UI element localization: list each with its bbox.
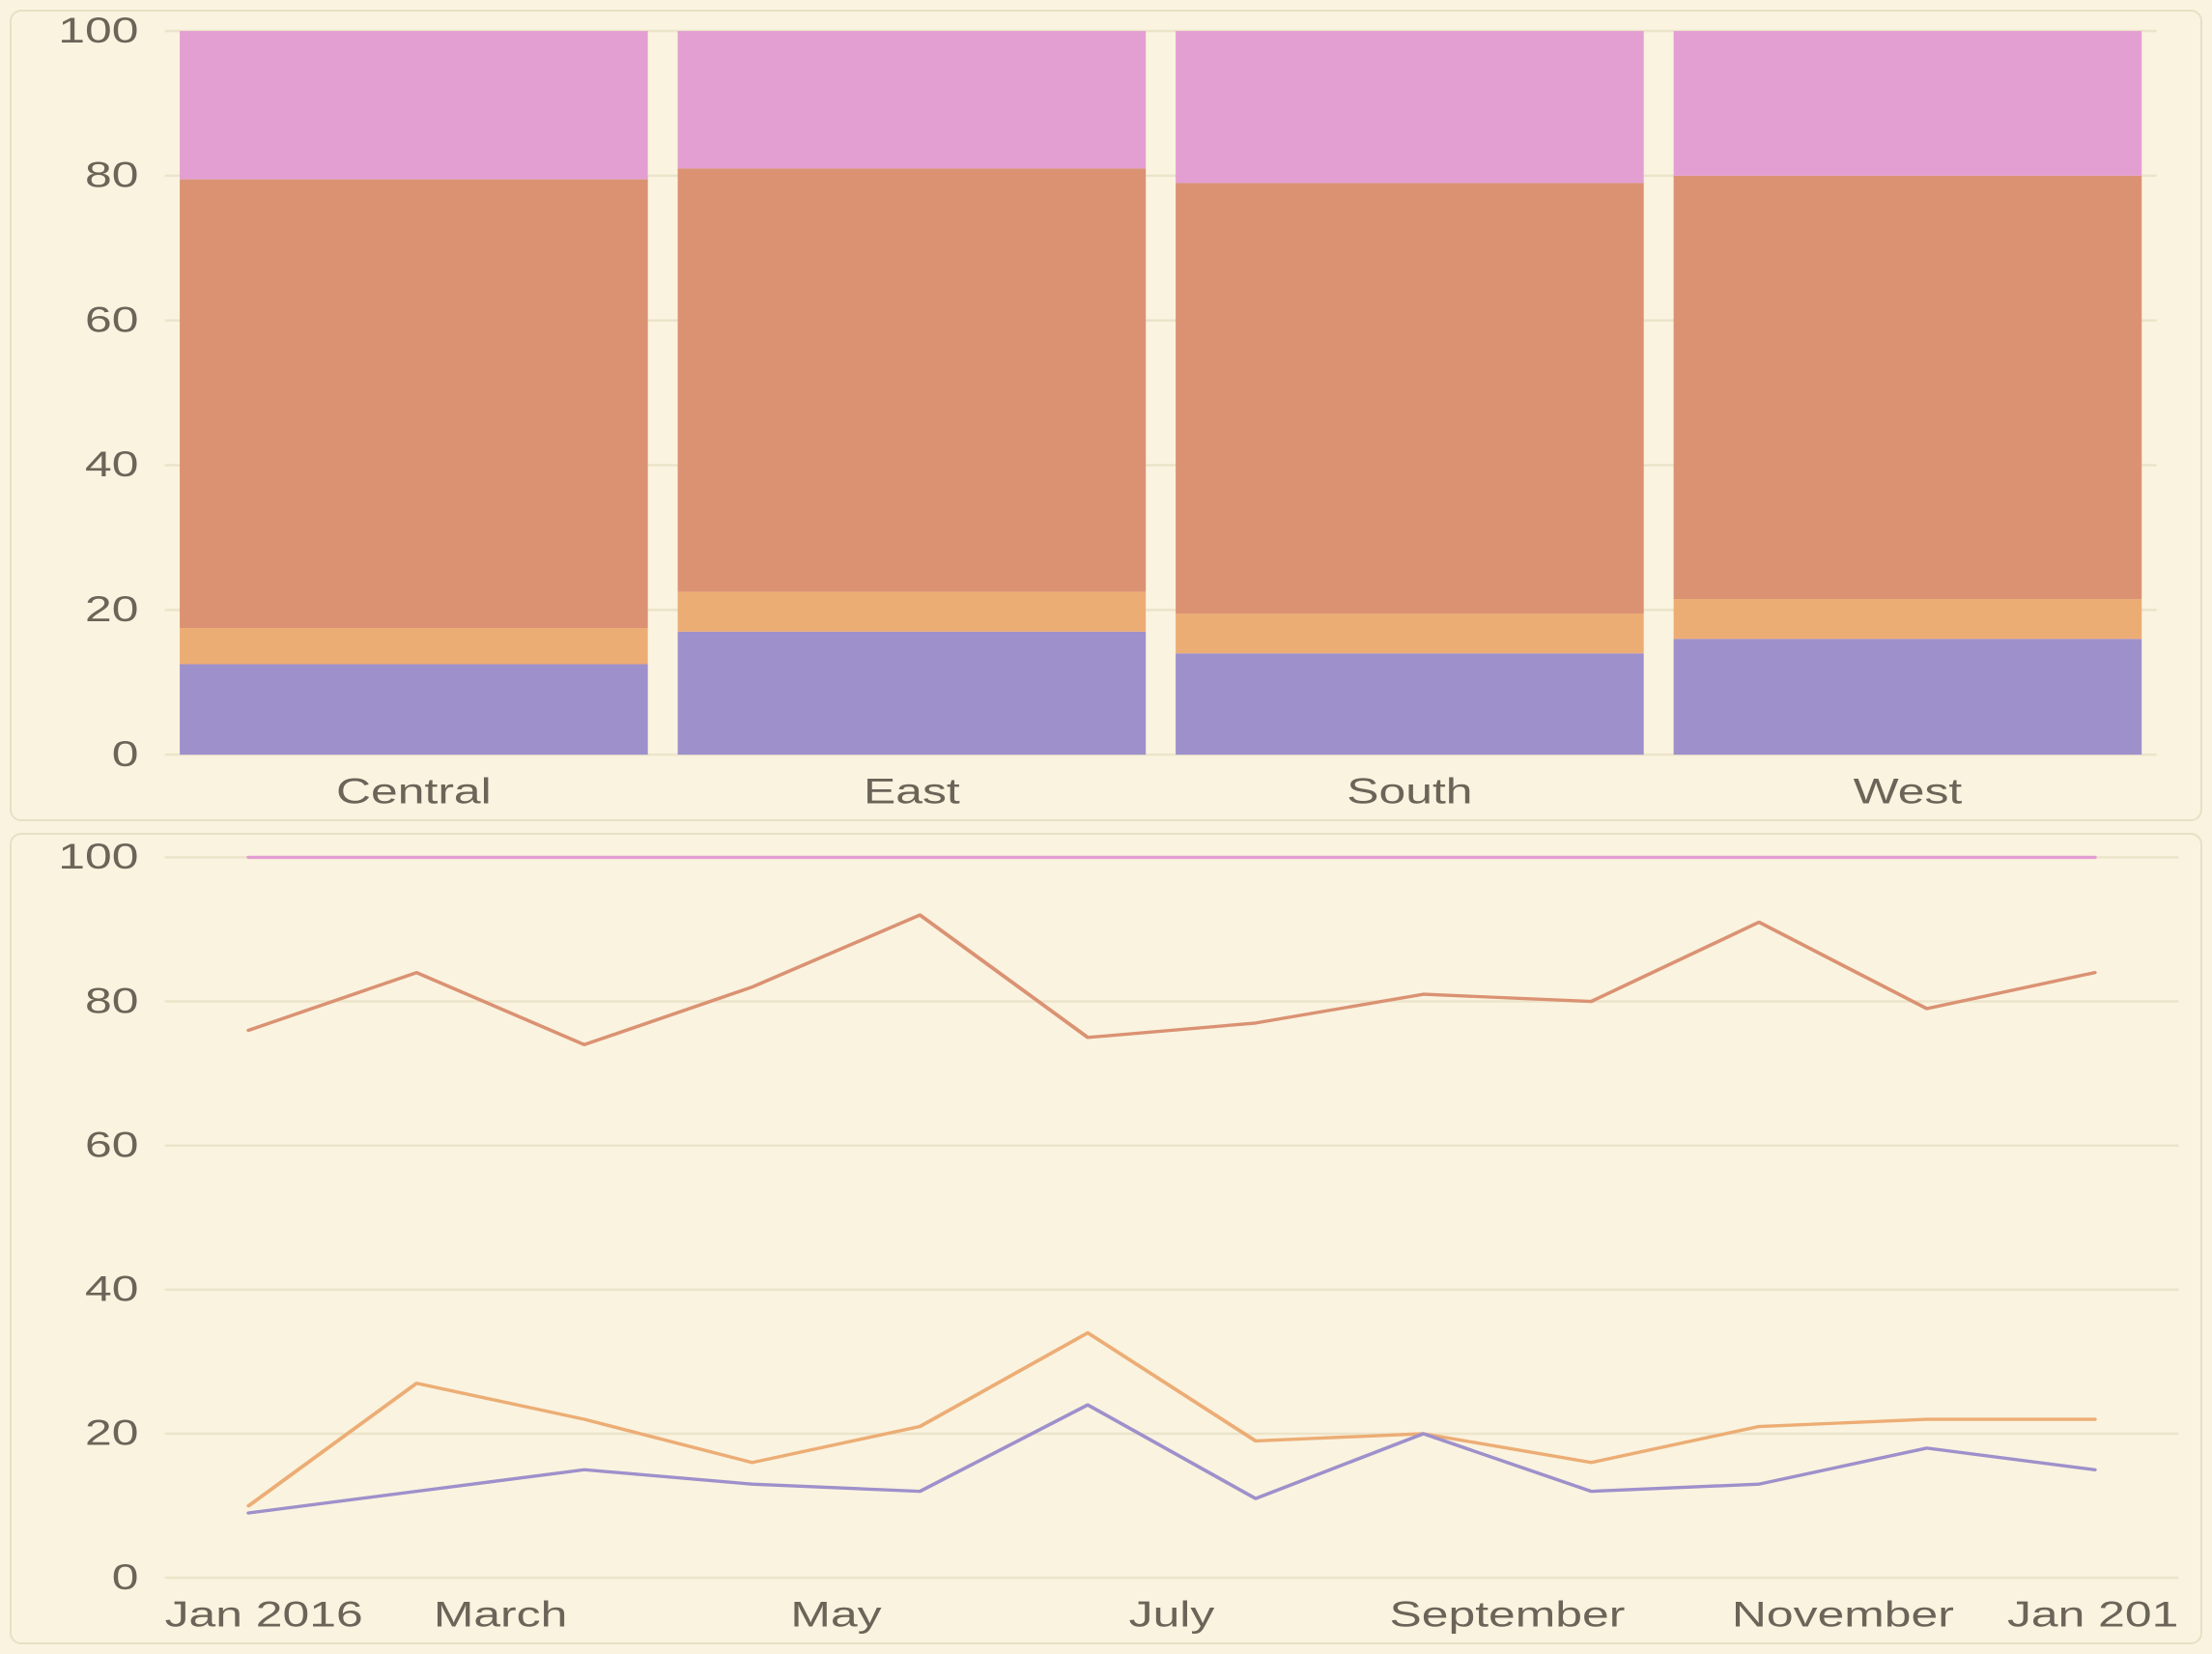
- line-series: [248, 1333, 2094, 1506]
- stacked-bar-chart: 0 20 40 60 80 100 Central East South West: [12, 12, 2200, 819]
- y-axis-tick-label: 60: [85, 300, 138, 340]
- bar-segment: [678, 31, 1147, 168]
- line-chart: 0 20 40 60 80 100 Jan 2016 March May July Septembe…: [12, 835, 2200, 1642]
- x-axis-tick-label: March: [434, 1595, 567, 1635]
- bar-segment: [180, 180, 648, 628]
- bar-segment: [1674, 176, 2142, 599]
- bar-segment: [1674, 31, 2142, 176]
- bar-segment: [1674, 599, 2142, 639]
- bar-segment: [1176, 183, 1644, 613]
- bar-segment: [678, 168, 1147, 591]
- bar-segment: [180, 628, 648, 664]
- line-series: [248, 1405, 2094, 1513]
- bar-segment: [678, 632, 1147, 755]
- x-axis-category-label: East: [864, 772, 960, 812]
- bar-segment: [180, 664, 648, 755]
- y-axis-tick-label: 20: [85, 589, 138, 629]
- x-axis-tick-label: Jan 2016: [165, 1595, 363, 1635]
- y-axis-tick-label: 0: [112, 1557, 139, 1597]
- x-axis-tick-label: May: [790, 1595, 881, 1635]
- bar-segment: [1176, 613, 1644, 653]
- y-axis-tick-label: 40: [85, 444, 138, 484]
- line-chart-panel: 0 20 40 60 80 100 Jan 2016 March May July Septembe…: [10, 833, 2202, 1644]
- x-axis-tick-label: Jan 201: [2007, 1595, 2178, 1635]
- bar-segment: [1176, 31, 1644, 183]
- y-axis-tick-label: 100: [58, 12, 138, 50]
- x-axis-category-label: West: [1854, 772, 1963, 812]
- y-axis-tick-label: 20: [85, 1413, 138, 1453]
- x-axis-tick-label: November: [1732, 1595, 1954, 1635]
- x-axis-tick-label: September: [1390, 1595, 1626, 1635]
- y-axis-tick-label: 0: [112, 734, 139, 774]
- x-axis-tick-label: July: [1129, 1595, 1215, 1635]
- y-axis-tick-label: 100: [58, 837, 138, 876]
- bar-segment: [1674, 639, 2142, 755]
- bar-segment: [180, 31, 648, 180]
- x-axis-category-label: Central: [336, 772, 492, 812]
- stacked-bar-chart-panel: 0 20 40 60 80 100 Central East South West: [10, 10, 2202, 821]
- y-axis-tick-label: 60: [85, 1126, 138, 1165]
- y-axis-tick-label: 80: [85, 982, 138, 1021]
- bar-segment: [678, 592, 1147, 632]
- x-axis-category-label: South: [1347, 772, 1472, 812]
- line-series: [248, 915, 2094, 1044]
- bar-segment: [1176, 653, 1644, 755]
- y-axis-tick-label: 40: [85, 1269, 138, 1309]
- y-axis-tick-label: 80: [85, 156, 138, 195]
